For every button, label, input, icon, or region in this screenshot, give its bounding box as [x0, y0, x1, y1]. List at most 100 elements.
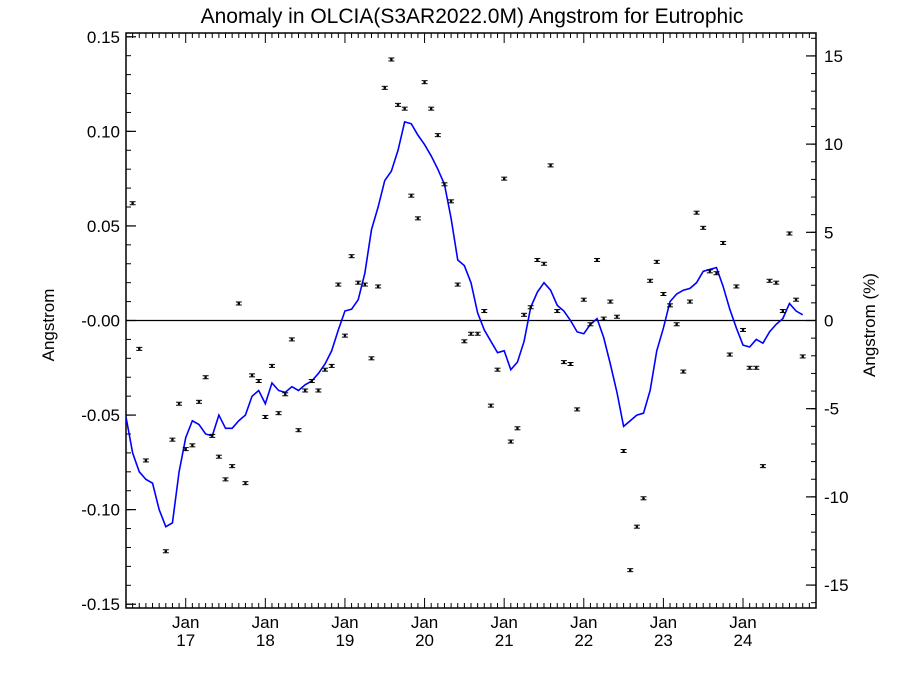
- point-marker: [383, 86, 386, 89]
- x-tick-label-year: 21: [495, 631, 514, 650]
- x-tick-label-year: 22: [574, 631, 593, 650]
- data-point: [660, 292, 667, 297]
- point-marker: [562, 361, 566, 364]
- y-tick-label: 0.15: [87, 28, 120, 47]
- data-point: [793, 297, 800, 302]
- point-marker: [144, 459, 148, 462]
- data-point: [421, 80, 428, 85]
- point-marker: [171, 438, 174, 441]
- data-point: [567, 362, 574, 367]
- data-point: [554, 309, 561, 314]
- point-marker: [403, 107, 406, 110]
- data-point: [202, 375, 209, 380]
- point-marker: [648, 279, 652, 282]
- data-point: [501, 176, 508, 181]
- y-tick-label: -0.15: [81, 595, 120, 614]
- data-point: [169, 437, 176, 442]
- data-point: [255, 379, 262, 384]
- x-tick-label-month: Jan: [570, 613, 597, 632]
- data-point: [361, 282, 368, 287]
- data-point: [388, 57, 395, 62]
- point-marker: [675, 323, 678, 326]
- data-point: [448, 199, 455, 204]
- point-marker: [496, 368, 499, 371]
- data-point: [587, 322, 594, 327]
- data-point: [129, 201, 136, 206]
- point-marker: [622, 450, 625, 452]
- data-point: [315, 388, 322, 393]
- point-marker: [337, 283, 340, 286]
- data-point: [282, 392, 289, 397]
- data-point: [653, 259, 660, 264]
- data-point: [401, 106, 408, 111]
- point-marker: [376, 285, 380, 288]
- data-point: [733, 284, 740, 289]
- data-point: [268, 363, 275, 368]
- point-marker: [748, 366, 751, 369]
- x-tick-label-year: 24: [734, 631, 753, 650]
- y-right-tick-label: -15: [824, 576, 849, 595]
- point-marker: [781, 310, 785, 312]
- point-marker: [642, 497, 645, 500]
- point-marker: [264, 416, 267, 418]
- point-marker: [138, 347, 141, 350]
- data-point: [540, 261, 547, 266]
- point-marker: [483, 310, 486, 312]
- data-point: [461, 339, 468, 344]
- data-point: [693, 210, 700, 215]
- data-point: [680, 369, 687, 374]
- point-marker: [277, 412, 280, 415]
- point-marker: [509, 440, 513, 443]
- point-marker: [217, 455, 221, 458]
- point-marker: [270, 364, 274, 367]
- point-marker: [682, 370, 685, 373]
- point-marker: [655, 260, 658, 263]
- point-marker: [429, 107, 433, 110]
- data-point: [368, 356, 375, 361]
- data-point: [507, 439, 514, 444]
- y-axis-right-label: Angstrom (%): [860, 273, 879, 377]
- data-point: [667, 303, 674, 308]
- data-point: [322, 367, 329, 372]
- point-marker: [224, 478, 227, 481]
- data-point: [647, 278, 654, 283]
- data-point: [182, 447, 189, 452]
- point-marker: [390, 58, 393, 61]
- point-marker: [489, 404, 493, 407]
- data-point: [746, 365, 753, 370]
- data-point: [454, 282, 461, 287]
- data-point: [176, 401, 183, 406]
- point-marker: [522, 313, 526, 316]
- x-tick-label-year: 20: [415, 631, 434, 650]
- point-marker: [609, 300, 612, 303]
- point-marker: [582, 298, 585, 301]
- data-point: [753, 365, 760, 370]
- chart-title: Anomaly in OLCIA(S3AR2022.0M) Angstrom f…: [201, 5, 744, 28]
- data-point: [627, 568, 634, 573]
- data-point: [375, 284, 382, 289]
- point-marker: [469, 332, 473, 335]
- y-tick-label: 0.10: [87, 122, 120, 141]
- data-point: [381, 85, 388, 90]
- data-point: [786, 231, 793, 236]
- point-marker: [310, 380, 313, 382]
- point-marker: [197, 400, 201, 403]
- data-point: [514, 426, 521, 431]
- data-point: [288, 337, 295, 342]
- point-marker: [476, 332, 479, 335]
- point-marker: [449, 200, 453, 203]
- y-right-tick-label: 5: [824, 223, 833, 242]
- point-marker: [396, 103, 400, 106]
- point-marker: [416, 217, 420, 220]
- point-marker: [542, 262, 546, 265]
- point-marker: [317, 389, 320, 392]
- data-point: [726, 352, 733, 357]
- point-marker: [708, 270, 712, 273]
- data-point: [468, 331, 474, 336]
- data-point: [195, 399, 202, 404]
- point-marker: [343, 334, 347, 337]
- data-point: [633, 524, 640, 529]
- point-marker: [788, 232, 791, 235]
- point-marker: [244, 482, 247, 485]
